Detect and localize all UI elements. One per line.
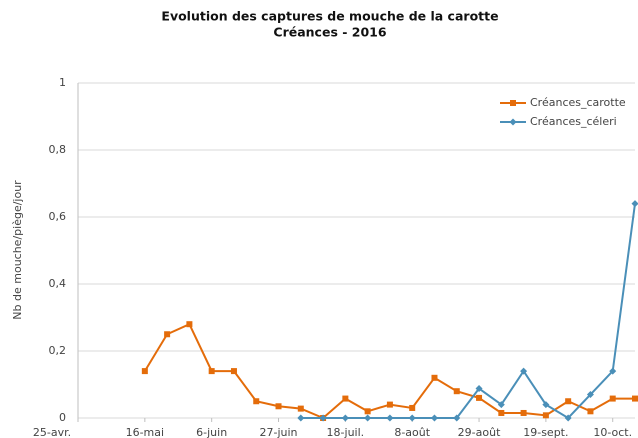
marker xyxy=(497,401,505,409)
x-tick-label: 6-juin xyxy=(196,426,227,438)
marker xyxy=(520,409,527,416)
y-tick-label: 0 xyxy=(59,411,66,424)
marker xyxy=(409,404,416,411)
marker xyxy=(297,414,305,422)
marker xyxy=(208,368,215,375)
y-tick-label: 1 xyxy=(59,76,66,89)
series-line xyxy=(300,203,636,420)
marker xyxy=(453,388,460,395)
marker xyxy=(342,395,349,402)
marker xyxy=(141,368,148,375)
marker xyxy=(253,398,260,405)
legend-label: Créances_carotte xyxy=(530,96,626,109)
marker xyxy=(230,368,237,375)
marker xyxy=(631,200,638,208)
marker xyxy=(609,395,616,402)
x-tick-label: 18-juil. xyxy=(327,426,365,438)
marker xyxy=(297,405,304,412)
marker xyxy=(186,321,193,328)
marker xyxy=(498,409,505,416)
marker xyxy=(609,367,617,375)
marker xyxy=(542,412,549,419)
marker xyxy=(542,401,550,409)
x-tick-label: 29-août xyxy=(458,426,501,438)
y-tick-label: 0,6 xyxy=(49,210,67,223)
marker xyxy=(164,331,171,338)
marker xyxy=(565,398,572,405)
chart-title: Evolution des captures de mouche de la c… xyxy=(161,9,498,24)
y-tick-label: 0,2 xyxy=(49,344,67,357)
marker xyxy=(453,414,461,422)
marker xyxy=(341,414,349,422)
legend-label: Créances_céleri xyxy=(530,115,617,128)
marker xyxy=(431,374,438,381)
x-tick-label: 10-oct. xyxy=(593,426,632,438)
marker xyxy=(364,414,372,422)
y-tick-label: 0,8 xyxy=(49,143,67,156)
marker xyxy=(475,385,483,393)
marker xyxy=(386,401,393,408)
marker xyxy=(364,408,371,415)
x-tick-label: 16-mai xyxy=(126,426,164,438)
x-tick-label: 8-août xyxy=(394,426,430,438)
legend-marker xyxy=(510,100,516,106)
x-tick-label: 27-juin xyxy=(260,426,298,438)
legend-marker xyxy=(509,118,517,126)
y-axis-label: Nb de mouche/piège/jour xyxy=(11,180,24,320)
y-tick-label: 0,4 xyxy=(49,277,67,290)
marker xyxy=(520,367,528,375)
marker xyxy=(587,408,594,415)
x-tick-label: 19-sept. xyxy=(523,426,568,438)
chart-subtitle: Créances - 2016 xyxy=(273,25,386,40)
marker xyxy=(408,414,416,422)
marker xyxy=(586,391,594,399)
marker xyxy=(632,395,638,402)
marker xyxy=(430,414,438,422)
marker xyxy=(319,414,327,422)
marker xyxy=(386,414,394,422)
marker xyxy=(275,403,282,410)
marker xyxy=(476,394,483,401)
marker xyxy=(564,414,572,422)
x-tick-label: 25-avr. xyxy=(33,426,71,438)
